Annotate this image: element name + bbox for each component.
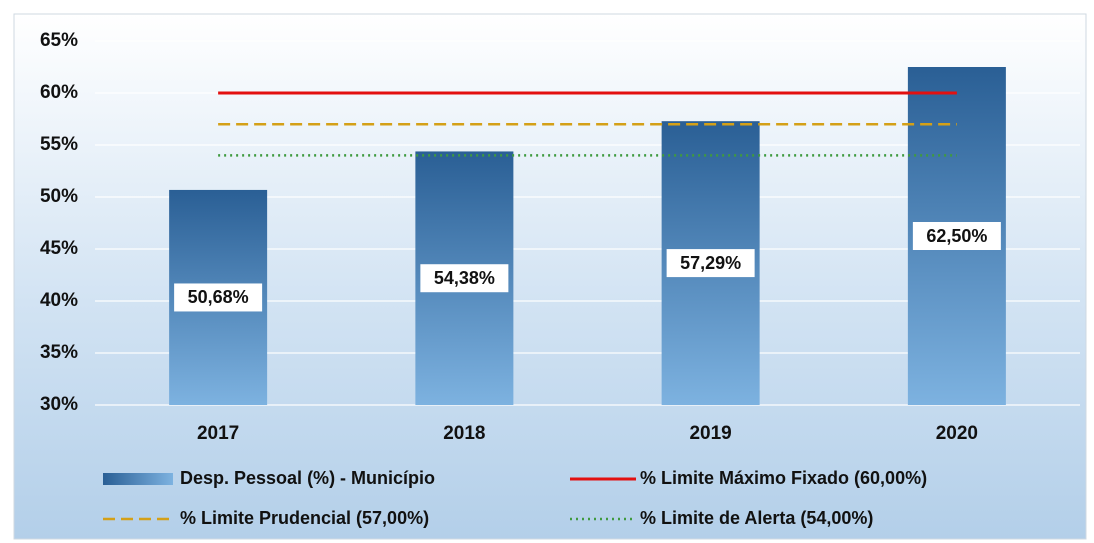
y-tick-label: 60%	[40, 82, 78, 103]
data-label: 57,29%	[680, 253, 741, 273]
x-tick-label: 2019	[689, 423, 731, 444]
data-label-box	[420, 264, 509, 293]
data-label-box	[174, 283, 263, 312]
data-label-box	[912, 222, 1001, 250]
y-tick-label: 30%	[40, 394, 78, 415]
legend-label: % Limite Prudencial (57,00%)	[180, 508, 429, 528]
x-tick-label: 2018	[443, 423, 485, 444]
data-label: 50,68%	[188, 287, 249, 307]
legend-label: % Limite de Alerta (54,00%)	[640, 508, 873, 528]
x-tick-label: 2017	[197, 423, 239, 444]
y-tick-label: 65%	[40, 30, 78, 51]
data-label: 54,38%	[434, 268, 495, 288]
y-tick-label: 35%	[40, 342, 78, 363]
x-tick-label: 2020	[936, 423, 978, 444]
y-tick-label: 45%	[40, 238, 78, 259]
legend-label: % Limite Máximo Fixado (60,00%)	[640, 468, 927, 488]
y-tick-label: 55%	[40, 134, 78, 155]
y-tick-label: 50%	[40, 186, 78, 207]
legend-label: Desp. Pessoal (%) - Município	[180, 468, 435, 488]
legend-swatch	[103, 473, 173, 485]
data-label: 62,50%	[926, 226, 987, 246]
y-tick-label: 40%	[40, 290, 78, 311]
data-label-box	[666, 249, 755, 278]
